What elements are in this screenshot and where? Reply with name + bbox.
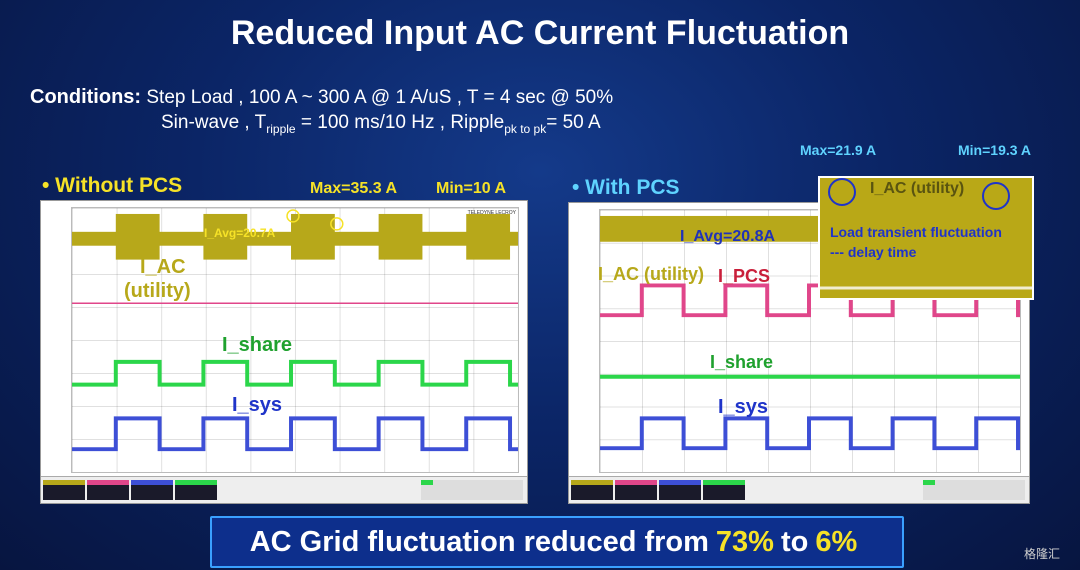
conditions-line-2: Sin-wave , Tripple = 100 ms/10 Hz , Ripp… (161, 112, 601, 136)
right-iac-label: I_AC (utility) (598, 264, 704, 284)
left-scope-plot: I_Avg=20.7A I_AC (utility) I_share I_sys… (71, 207, 519, 473)
left-iac-burst-1 (115, 213, 160, 260)
left-timebase-box (421, 480, 523, 500)
left-scope-waveforms (72, 209, 518, 452)
right-timebase-box (923, 480, 1025, 500)
right-isys-trace (600, 416, 1020, 451)
left-iac-label-2: (utility) (124, 280, 191, 302)
left-avg-label: I_Avg=20.7A (204, 226, 276, 240)
conditions-text-2b: = 100 ms/10 Hz , Ripple (295, 112, 505, 133)
right-ch2-box (615, 480, 657, 500)
left-scope-screen: I_Avg=20.7A I_AC (utility) I_share I_sys… (40, 200, 528, 504)
watermark: 格隆汇 (1023, 547, 1060, 561)
left-iac-label-1: I_AC (140, 256, 186, 278)
right-scope-bottom-bar (569, 476, 1029, 503)
summary-banner: AC Grid fluctuation reduced from 73% to … (210, 516, 904, 568)
conditions-line-1: Conditions: Step Load , 100 A ~ 300 A @ … (30, 86, 613, 109)
left-max-marker (286, 209, 300, 223)
zoom-inset-markers (820, 178, 1032, 290)
inset-note-2: --- delay time (830, 244, 917, 260)
zoom-inset: I_AC (utility) Load transient fluctuatio… (818, 176, 1034, 300)
left-min-callout: Min=10 A (436, 180, 507, 197)
inset-title: I_AC (utility) (870, 180, 965, 197)
right-ch3-box (659, 480, 701, 500)
conditions-sub-pk: pk to pk (504, 121, 547, 136)
left-isys-trace (72, 416, 518, 452)
conditions-label: Conditions: (30, 86, 142, 108)
right-ipcs-label: I_PCS (718, 266, 771, 286)
banner-value-after: 6% (815, 525, 858, 558)
banner-prefix: AC Grid fluctuation reduced from (249, 525, 709, 558)
scope-logo: TELEDYNE LECROY (467, 210, 516, 216)
right-min-callout: Min=19.3 A (958, 142, 1032, 158)
right-avg-label: I_Avg=20.8A (680, 228, 776, 245)
right-ch4-box (703, 480, 745, 500)
left-ch2-box (87, 480, 129, 500)
right-panel-title: • With PCS (572, 176, 680, 199)
left-iac-burst-4 (378, 213, 423, 260)
banner-value-before: 73% (715, 525, 774, 558)
inset-note-1: Load transient fluctuation (830, 224, 1002, 240)
left-ch1-box (43, 480, 85, 500)
conditions-text-1: Step Load , 100 A ~ 300 A @ 1 A/uS , T =… (146, 87, 614, 108)
right-ch1-box (571, 480, 613, 500)
right-max-callout: Max=21.9 A (800, 142, 877, 158)
slide-title: Reduced Input AC Current Fluctuation (230, 14, 850, 52)
left-scope-bottom-bar (41, 476, 527, 503)
inset-min-marker (982, 182, 1010, 210)
left-ch3-box (131, 480, 173, 500)
left-panel-title: • Without PCS (42, 174, 183, 197)
inset-max-marker (828, 178, 856, 206)
banner-mid: to (780, 525, 809, 558)
conditions-text-2a: Sin-wave , T (161, 112, 267, 133)
left-max-callout: Max=35.3 A (310, 180, 398, 197)
left-min-marker (330, 217, 344, 231)
left-ishare-label: I_share (222, 334, 293, 356)
left-ishare-trace (72, 359, 518, 387)
right-ishare-label: I_share (710, 352, 774, 372)
conditions-text-2c: = 50 A (546, 112, 601, 133)
conditions-sub-ripple: ripple (266, 121, 296, 136)
left-iac-burst-2 (203, 213, 248, 260)
left-iac-burst-5 (466, 213, 511, 260)
left-iac-burst-3 (291, 213, 335, 260)
left-ch4-box (175, 480, 217, 500)
left-isys-label: I_sys (232, 394, 283, 416)
right-isys-label: I_sys (718, 396, 769, 418)
